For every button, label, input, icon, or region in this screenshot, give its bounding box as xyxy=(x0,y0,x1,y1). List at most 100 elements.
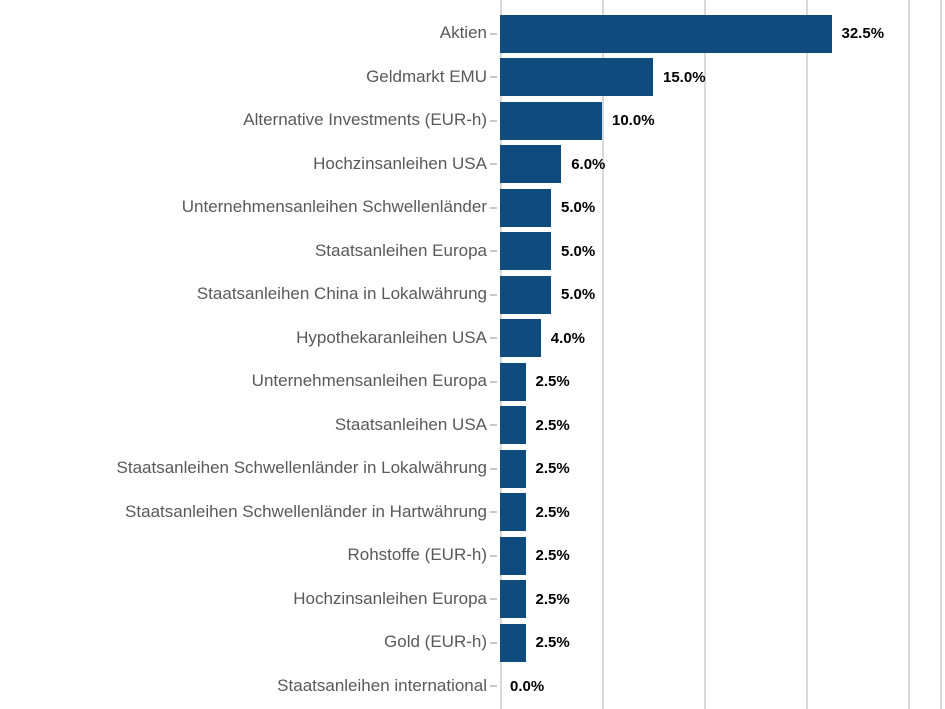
bar xyxy=(500,101,602,140)
axis-tick xyxy=(487,337,500,340)
axis-tick xyxy=(487,163,500,166)
category-label: Staatsanleihen Schwellenländer in Hartwä… xyxy=(125,501,487,521)
value-label: 4.0% xyxy=(550,329,585,347)
chart-rows: Aktien 32.5% Geldmarkt EMU 15.0% Alternative… xyxy=(0,12,945,708)
axis-tick xyxy=(487,293,500,296)
bar-zone: 10.0% xyxy=(500,99,945,143)
chart-row: Aktien 32.5% xyxy=(0,12,945,56)
bar-zone: 6.0% xyxy=(500,143,945,187)
axis-tick xyxy=(487,641,500,644)
category-label: Staatsanleihen international xyxy=(277,675,487,695)
chart-row: Staatsanleihen Schwellenländer in Lokalw… xyxy=(0,447,945,491)
axis-tick-dash xyxy=(490,467,497,470)
bar xyxy=(500,58,653,97)
axis-tick xyxy=(487,206,500,209)
bar xyxy=(500,580,526,619)
category-label: Hochzinsanleihen Europa xyxy=(293,588,487,608)
bar xyxy=(500,449,526,488)
bar-zone: 0.0% xyxy=(500,665,945,709)
value-label: 15.0% xyxy=(663,68,706,86)
axis-tick-dash xyxy=(490,424,497,427)
value-label: 2.5% xyxy=(535,416,570,434)
chart-row: Staatsanleihen Europa 5.0% xyxy=(0,230,945,274)
category-label: Staatsanleihen Europa xyxy=(314,240,487,260)
axis-tick-dash xyxy=(490,337,497,340)
category-label: Rohstoffe (EUR-h) xyxy=(347,545,487,565)
axis-tick-dash xyxy=(490,641,497,644)
axis-tick xyxy=(487,467,500,470)
bar xyxy=(500,362,526,401)
axis-tick xyxy=(487,685,500,688)
axis-tick xyxy=(487,598,500,601)
chart-row: Unternehmensanleihen Europa 2.5% xyxy=(0,360,945,404)
chart-row: Staatsanleihen USA 2.5% xyxy=(0,404,945,448)
bar-zone: 32.5% xyxy=(500,12,945,56)
axis-tick xyxy=(487,76,500,79)
chart-row: Unternehmensanleihen Schwellenländer 5.0% xyxy=(0,186,945,230)
bar-zone: 4.0% xyxy=(500,317,945,361)
value-label: 5.0% xyxy=(561,242,596,260)
category-label: Geldmarkt EMU xyxy=(366,66,487,86)
chart-row: Hochzinsanleihen USA 6.0% xyxy=(0,143,945,187)
bar xyxy=(500,232,551,271)
bar xyxy=(500,14,832,53)
bar xyxy=(500,536,526,575)
bar xyxy=(500,623,526,662)
axis-tick xyxy=(487,511,500,514)
value-label: 0.0% xyxy=(510,677,545,695)
axis-tick-dash xyxy=(490,554,497,557)
bar xyxy=(500,145,562,184)
bar xyxy=(500,319,541,358)
axis-tick-dash xyxy=(490,598,497,601)
category-label: Unternehmensanleihen Schwellenländer xyxy=(181,197,487,217)
value-label: 5.0% xyxy=(561,199,596,217)
value-label: 2.5% xyxy=(535,547,570,565)
category-label: Hochzinsanleihen USA xyxy=(313,153,487,173)
axis-tick-dash xyxy=(490,32,497,35)
value-label: 2.5% xyxy=(535,460,570,478)
value-label: 2.5% xyxy=(535,634,570,652)
chart-row: Geldmarkt EMU 15.0% xyxy=(0,56,945,100)
axis-tick-dash xyxy=(490,119,497,122)
axis-tick xyxy=(487,250,500,253)
axis-tick-dash xyxy=(490,163,497,166)
bar-zone: 2.5% xyxy=(500,447,945,491)
axis-tick xyxy=(487,119,500,122)
bar-zone: 2.5% xyxy=(500,534,945,578)
chart-row: Hypothekaranleihen USA 4.0% xyxy=(0,317,945,361)
chart-row: Rohstoffe (EUR-h) 2.5% xyxy=(0,534,945,578)
value-label: 2.5% xyxy=(535,373,570,391)
category-label: Alternative Investments (EUR-h) xyxy=(243,110,487,130)
axis-tick xyxy=(487,32,500,35)
value-label: 32.5% xyxy=(841,25,885,43)
value-label: 2.5% xyxy=(535,503,570,521)
axis-tick-dash xyxy=(490,380,497,383)
axis-tick xyxy=(487,424,500,427)
category-label: Staatsanleihen Schwellenländer in Lokalw… xyxy=(116,458,487,478)
bar-zone: 2.5% xyxy=(500,491,945,535)
category-label: Hypothekaranleihen USA xyxy=(296,327,487,347)
bar-zone: 2.5% xyxy=(500,621,945,665)
value-label: 5.0% xyxy=(561,286,596,304)
bar xyxy=(500,493,526,532)
chart-row: Staatsanleihen international 0.0% xyxy=(0,665,945,709)
bar-zone: 2.5% xyxy=(500,404,945,448)
category-label: Unternehmensanleihen Europa xyxy=(251,371,487,391)
value-label: 6.0% xyxy=(571,155,606,173)
chart-row: Staatsanleihen China in Lokalwährung 5.0% xyxy=(0,273,945,317)
axis-tick-dash xyxy=(490,250,497,253)
axis-tick-dash xyxy=(490,206,497,209)
bar-zone: 2.5% xyxy=(500,360,945,404)
chart-row: Staatsanleihen Schwellenländer in Hartwä… xyxy=(0,491,945,535)
category-label: Staatsanleihen USA xyxy=(334,414,487,434)
bar xyxy=(500,406,526,445)
chart-row: Hochzinsanleihen Europa 2.5% xyxy=(0,578,945,622)
axis-tick xyxy=(487,380,500,383)
axis-tick-dash xyxy=(490,293,497,296)
category-label: Aktien xyxy=(439,23,487,43)
chart-row: Alternative Investments (EUR-h) 10.0% xyxy=(0,99,945,143)
value-label: 2.5% xyxy=(535,590,570,608)
axis-tick-dash xyxy=(490,511,497,514)
axis-tick-dash xyxy=(490,76,497,79)
